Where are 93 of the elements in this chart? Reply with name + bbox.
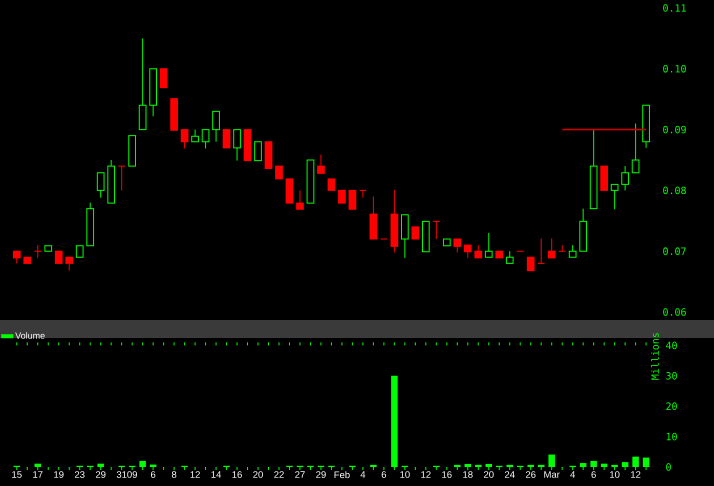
candlestick [275, 166, 283, 180]
candlestick [359, 190, 367, 198]
candlestick [96, 172, 105, 198]
x-tick-label: 15 [12, 471, 22, 478]
bar [464, 464, 472, 467]
candlestick [348, 190, 356, 210]
x-tick-label: 20 [253, 471, 263, 478]
x-tick-label: 16 [442, 471, 452, 478]
y-tick-label: 0.11 [663, 4, 686, 12]
x-tick-label: 24 [504, 471, 515, 478]
bar [590, 460, 597, 467]
candlestick [202, 129, 210, 149]
x-tick-label: Mar [544, 471, 560, 478]
x-tick-label: 29 [96, 471, 106, 478]
x-tick-label: 6 [382, 471, 386, 478]
x-tick-label: 17 [33, 471, 43, 478]
candlestick [212, 110, 220, 142]
candlestick [453, 238, 462, 253]
bar [486, 464, 492, 467]
candlestick [317, 154, 325, 174]
candlestick [432, 220, 440, 240]
candlestick [34, 244, 42, 258]
bar [622, 462, 628, 467]
candlestick [233, 129, 241, 162]
y-tick-label: 0.09 [663, 126, 686, 134]
x-tick-label: 12 [190, 471, 200, 478]
bar [580, 463, 586, 467]
x-tick-label: 18 [463, 471, 473, 478]
candlestick [548, 238, 556, 258]
x-tick-label: 6 [150, 471, 156, 478]
x-tick-label: 26 [526, 471, 536, 478]
x-tick-label: 16 [232, 471, 242, 478]
candlestick [484, 232, 493, 258]
candlestick [65, 256, 74, 272]
x-tick-label: 6 [592, 471, 596, 478]
y-tick-label: 0.10 [663, 65, 686, 73]
legend-label: Volume [15, 332, 45, 339]
x-tick-label: 10 [400, 471, 410, 478]
candlestick [474, 244, 482, 258]
y-tick-label: 0 [666, 463, 671, 471]
bar [548, 454, 555, 467]
candlestick [328, 178, 336, 191]
y-axis-title: Millions [651, 333, 659, 380]
x-tick-label: 12 [631, 471, 640, 478]
x-tick-label: 27 [295, 471, 305, 478]
x-tick-label: 10 [610, 471, 620, 478]
candlestick [118, 166, 126, 191]
x-tick-label: 19 [54, 471, 64, 478]
candlestick [338, 190, 346, 204]
candlestick [506, 250, 514, 264]
candlestick [464, 244, 472, 258]
candlestick [180, 129, 188, 149]
candlestick [411, 226, 420, 240]
bar [97, 464, 104, 467]
candlestick [160, 68, 168, 88]
candlestick [76, 245, 84, 258]
bar [632, 456, 639, 467]
x-tick-label: 4 [570, 471, 576, 478]
candlestick [610, 184, 618, 210]
candlestick [537, 238, 546, 264]
x-tick-label: 23 [74, 471, 85, 478]
y-tick-label: 20 [666, 402, 677, 410]
candlestick [12, 250, 21, 264]
bar [600, 464, 608, 467]
x-tick-label: 22 [274, 471, 284, 478]
bar [139, 460, 146, 467]
candlestick [191, 129, 199, 142]
candlestick [222, 129, 230, 148]
bar [34, 464, 42, 467]
candlestick [632, 123, 640, 174]
candlestick [558, 244, 566, 252]
y-tick-label: 10 [666, 432, 677, 440]
x-tick-label: 29 [316, 471, 326, 478]
x-tick-label: 4 [360, 471, 366, 478]
candlestick [526, 256, 535, 272]
candlestick [568, 244, 577, 258]
candlestick [621, 166, 629, 191]
y-tick-label: 0.07 [663, 247, 686, 255]
y-tick-label: 30 [666, 372, 677, 380]
x-tick-label: Feb [334, 471, 350, 478]
candlestick [296, 190, 304, 210]
candlestick [254, 141, 262, 162]
y-tick-label: 40 [666, 342, 677, 350]
x-tick-label: 20 [484, 471, 494, 478]
x-tick-label: 09 [127, 471, 137, 478]
x-tick-label: 8 [172, 471, 176, 478]
x-tick-label: 14 [212, 471, 222, 478]
x-tick-label: 31 [116, 471, 126, 478]
x-tick-label: 12 [421, 471, 431, 478]
y-tick-label: 0.06 [663, 308, 686, 316]
candlestick [54, 250, 63, 264]
y-tick-label: 0.08 [663, 186, 686, 194]
bar [391, 376, 398, 467]
